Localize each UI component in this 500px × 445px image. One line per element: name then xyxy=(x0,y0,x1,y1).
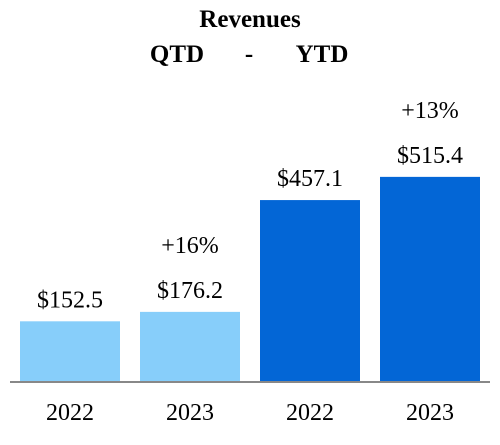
chart-subtitle-qtd: QTD xyxy=(150,41,204,68)
chart-subtitle-separator: - xyxy=(245,41,253,68)
growth-label-ytd: +13% xyxy=(401,98,459,124)
value-label-4: $515.4 xyxy=(397,143,463,169)
tick-label-4: 2023 xyxy=(406,400,454,426)
tick-label-1: 2022 xyxy=(46,400,94,426)
value-label-2: $176.2 xyxy=(157,278,223,304)
bar-1 xyxy=(20,321,120,382)
tick-label-3: 2022 xyxy=(286,400,334,426)
value-label-1: $152.5 xyxy=(37,287,103,313)
chart-subtitle-ytd: YTD xyxy=(296,41,349,68)
bars-layer xyxy=(20,176,480,382)
tick-label-2: 2023 xyxy=(166,400,214,426)
value-label-3: $457.1 xyxy=(277,166,343,192)
bar-4 xyxy=(380,176,480,382)
labels-layer: $152.5 2022 $176.2 2023 $457.1 2022 $515.4 2023… xyxy=(37,98,463,426)
bar-2 xyxy=(140,311,240,382)
chart-title: Revenues xyxy=(199,6,301,33)
bar-3 xyxy=(260,200,360,382)
growth-label-qtd: +16% xyxy=(161,233,219,259)
